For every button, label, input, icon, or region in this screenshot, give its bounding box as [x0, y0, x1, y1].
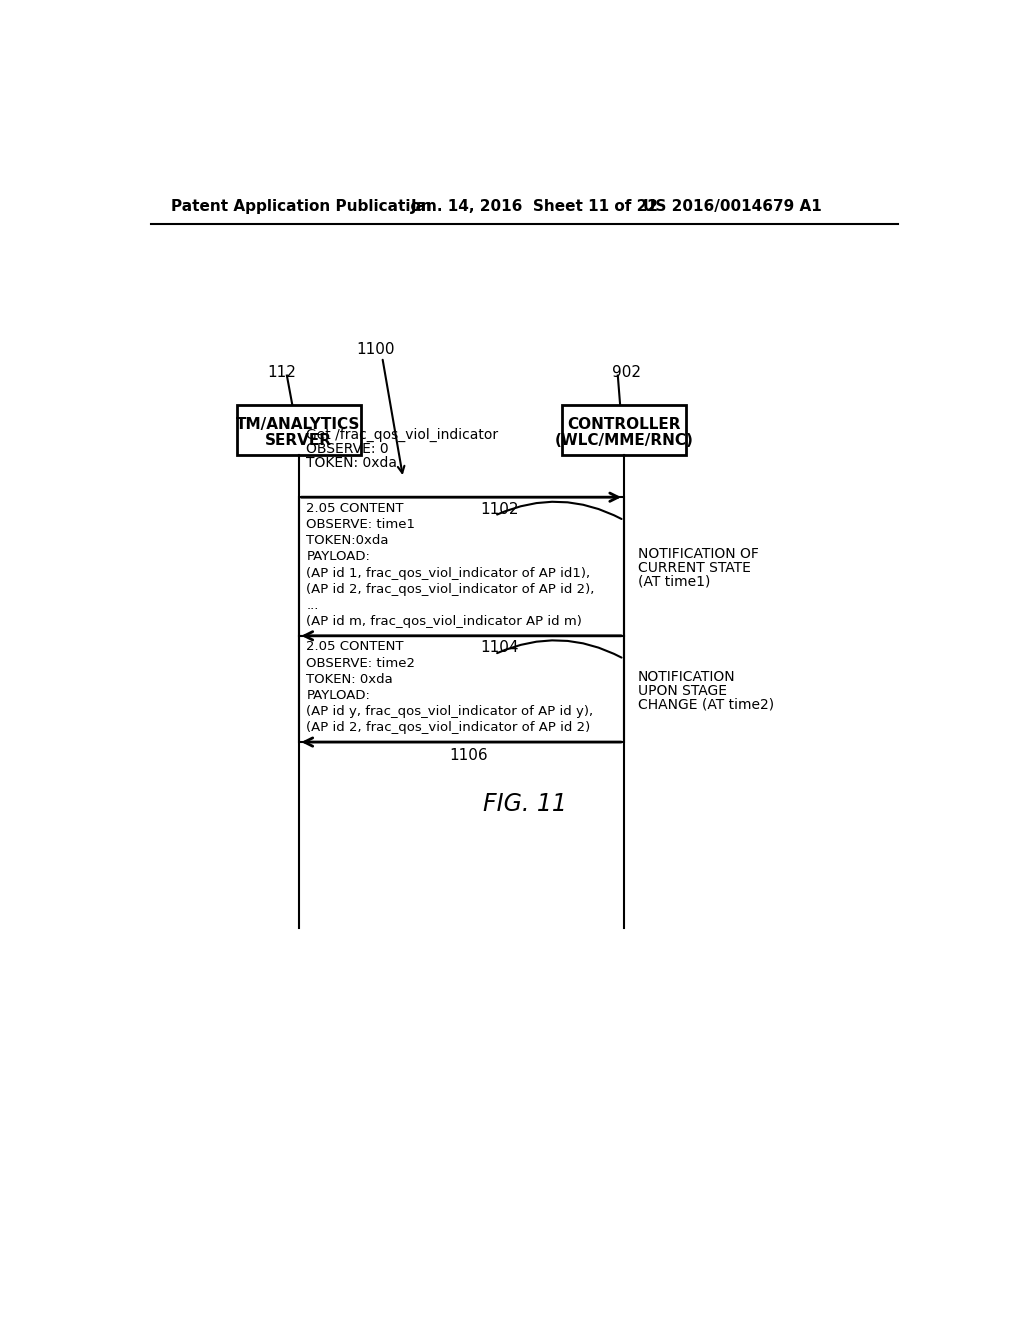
Text: SERVER: SERVER [265, 433, 332, 447]
Text: ...: ... [306, 599, 318, 612]
Text: PAYLOAD:: PAYLOAD: [306, 550, 370, 564]
Text: (AT time1): (AT time1) [638, 576, 711, 589]
Text: UPON STAGE: UPON STAGE [638, 684, 727, 697]
Text: (AP id 1, frac_qos_viol_indicator of AP id1),: (AP id 1, frac_qos_viol_indicator of AP … [306, 566, 591, 579]
Text: 2.05 CONTENT: 2.05 CONTENT [306, 502, 403, 515]
Text: TM/ANALYTICS: TM/ANALYTICS [237, 417, 360, 432]
Text: (AP id 2, frac_qos_viol_indicator of AP id 2): (AP id 2, frac_qos_viol_indicator of AP … [306, 721, 591, 734]
Text: 1102: 1102 [480, 502, 519, 517]
Text: CURRENT STATE: CURRENT STATE [638, 561, 751, 576]
Text: Jan. 14, 2016  Sheet 11 of 22: Jan. 14, 2016 Sheet 11 of 22 [411, 198, 659, 214]
Text: 1100: 1100 [356, 342, 395, 356]
Text: CONTROLLER: CONTROLLER [567, 417, 681, 432]
Text: 1106: 1106 [450, 748, 488, 763]
FancyBboxPatch shape [562, 405, 686, 455]
Text: NOTIFICATION: NOTIFICATION [638, 669, 735, 684]
Text: TOKEN:0xda: TOKEN:0xda [306, 535, 389, 548]
Text: NOTIFICATION OF: NOTIFICATION OF [638, 548, 759, 561]
Text: PAYLOAD:: PAYLOAD: [306, 689, 370, 702]
Text: OBSERVE: 0: OBSERVE: 0 [306, 442, 389, 455]
Text: FIG. 11: FIG. 11 [483, 792, 566, 816]
Text: Patent Application Publication: Patent Application Publication [171, 198, 431, 214]
FancyBboxPatch shape [237, 405, 360, 455]
Text: (AP id 2, frac_qos_viol_indicator of AP id 2),: (AP id 2, frac_qos_viol_indicator of AP … [306, 582, 595, 595]
Text: TOKEN: 0xda: TOKEN: 0xda [306, 455, 397, 470]
Text: 2.05 CONTENT: 2.05 CONTENT [306, 640, 403, 653]
Text: US 2016/0014679 A1: US 2016/0014679 A1 [643, 198, 822, 214]
Text: (AP id y, frac_qos_viol_indicator of AP id y),: (AP id y, frac_qos_viol_indicator of AP … [306, 705, 593, 718]
Text: 902: 902 [612, 364, 641, 380]
Text: (WLC/MME/RNC): (WLC/MME/RNC) [555, 433, 693, 447]
Text: 112: 112 [267, 364, 296, 380]
Text: Get /frac_qos_viol_indicator: Get /frac_qos_viol_indicator [306, 428, 499, 442]
FancyBboxPatch shape [299, 636, 624, 742]
Text: CHANGE (AT time2): CHANGE (AT time2) [638, 697, 774, 711]
Text: TOKEN: 0xda: TOKEN: 0xda [306, 673, 393, 686]
FancyBboxPatch shape [299, 498, 624, 636]
Text: 1104: 1104 [480, 640, 519, 656]
Text: (AP id m, frac_qos_viol_indicator AP id m): (AP id m, frac_qos_viol_indicator AP id … [306, 615, 582, 628]
Text: OBSERVE: time1: OBSERVE: time1 [306, 517, 416, 531]
Text: OBSERVE: time2: OBSERVE: time2 [306, 656, 416, 669]
